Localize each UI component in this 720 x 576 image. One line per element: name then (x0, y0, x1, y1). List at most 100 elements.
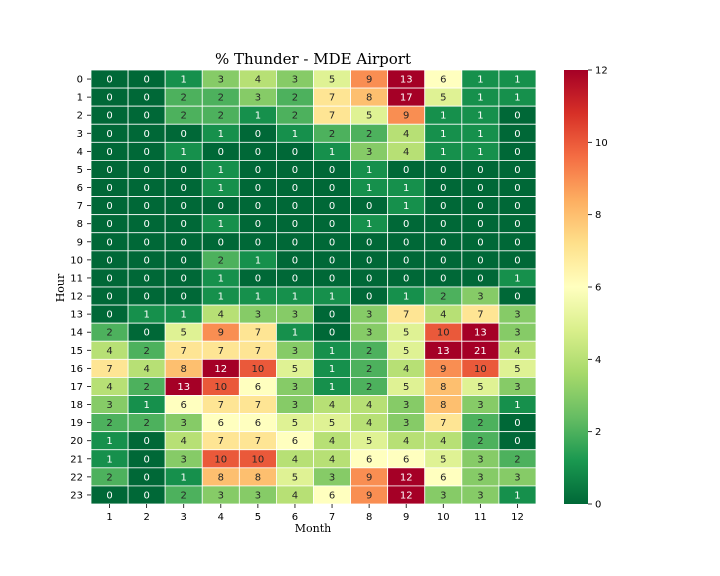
heatmap-cell-label: 0 (329, 201, 335, 212)
colorbar-ticks: 0 2 4 6 8 10 12 (588, 66, 608, 511)
heatmap-cell-label: 1 (106, 454, 112, 465)
heatmap-cell-label: 0 (255, 201, 261, 212)
heatmap-cell-label: 7 (255, 400, 261, 411)
heatmap-cell-label: 2 (366, 129, 372, 140)
y-tick-label: 11 (70, 273, 83, 284)
heatmap-cell-label: 2 (218, 93, 224, 104)
heatmap-cell-label: 1 (218, 292, 224, 303)
heatmap-cell-label: 1 (255, 111, 261, 122)
x-tick-label: 5 (255, 512, 261, 523)
x-tick-label: 2 (143, 512, 149, 523)
heatmap-cell-label: 0 (143, 147, 149, 158)
heatmap-cell-label: 12 (400, 490, 413, 501)
heatmap-cell-label: 4 (366, 400, 372, 411)
heatmap-cell-label: 7 (329, 111, 335, 122)
heatmap-cell-label: 1 (218, 273, 224, 284)
heatmap-cell-label: 6 (181, 400, 187, 411)
heatmap-cell-label: 0 (477, 237, 483, 248)
heatmap-cell-label: 0 (106, 255, 112, 266)
heatmap-cell-label: 0 (292, 147, 298, 158)
heatmap-cell-label: 0 (329, 237, 335, 248)
heatmap-cell-label: 2 (181, 111, 187, 122)
heatmap-cell-label: 0 (143, 490, 149, 501)
heatmap-cell-label: 8 (366, 93, 372, 104)
heatmap-cell-label: 0 (514, 111, 520, 122)
heatmap-cell-label: 0 (514, 183, 520, 194)
heatmap-cell-label: 6 (292, 436, 298, 447)
heatmap-cell-label: 0 (292, 219, 298, 230)
heatmap-cell-label: 3 (366, 147, 372, 158)
heatmap-cell-label: 0 (106, 490, 112, 501)
heatmap-cell-label: 0 (403, 219, 409, 230)
heatmap-cell-label: 0 (255, 273, 261, 284)
heatmap-cell-label: 0 (181, 237, 187, 248)
heatmap-cell-label: 0 (440, 273, 446, 284)
heatmap-cell-label: 1 (477, 75, 483, 86)
x-tick-label: 7 (329, 512, 335, 523)
heatmap-cell-label: 8 (255, 472, 261, 483)
heatmap-cell-label: 9 (440, 364, 446, 375)
x-tick-labels: 1 2 3 4 5 6 7 8 9 10 11 12 (106, 504, 524, 523)
heatmap-cell-label: 0 (143, 292, 149, 303)
heatmap-cell-label: 2 (143, 418, 149, 429)
heatmap-cell-label: 0 (181, 292, 187, 303)
colorbar-tick-label: 0 (595, 500, 601, 511)
heatmap-cell-label: 2 (514, 454, 520, 465)
heatmap-cell-label: 4 (403, 364, 409, 375)
heatmap-cell-label: 3 (292, 75, 298, 86)
heatmap-cell-label: 5 (366, 111, 372, 122)
heatmap-cell-label: 5 (477, 382, 483, 393)
heatmap-cell-label: 1 (440, 111, 446, 122)
heatmap-cells: 0 0 1 3 4 3 5 9 13 6 1 10 0 2 2 3 2 7 8 17 5 1 10 0 2 2 1 2 7 5 9 1 1 00 0… (90, 69, 537, 505)
heatmap-cell-label: 1 (403, 183, 409, 194)
heatmap-cell-label: 2 (292, 93, 298, 104)
heatmap-cell-label: 1 (218, 165, 224, 176)
heatmap-cell-label: 0 (403, 273, 409, 284)
x-tick-label: 6 (292, 512, 298, 523)
heatmap-cell-label: 1 (218, 219, 224, 230)
heatmap-cell-label: 0 (514, 201, 520, 212)
heatmap-cell-label: 1 (292, 129, 298, 140)
heatmap-cell-label: 1 (514, 400, 520, 411)
heatmap-cell-label: 5 (329, 75, 335, 86)
heatmap-cell-label: 1 (143, 310, 149, 321)
heatmap-cell-label: 0 (329, 219, 335, 230)
y-tick-label: 21 (70, 454, 83, 465)
heatmap-cell-label: 3 (106, 400, 112, 411)
heatmap-cell-label: 1 (255, 255, 261, 266)
heatmap-cell-label: 8 (440, 382, 446, 393)
heatmap-cell-label: 0 (106, 165, 112, 176)
heatmap-cell-label: 3 (440, 490, 446, 501)
heatmap-cell-label: 7 (255, 328, 261, 339)
heatmap-cell-label: 0 (514, 147, 520, 158)
heatmap-cell-label: 4 (329, 400, 335, 411)
x-tick-label: 9 (403, 512, 409, 523)
heatmap-cell-label: 13 (177, 382, 190, 393)
heatmap-cell-label: 1 (514, 490, 520, 501)
heatmap-cell-label: 3 (181, 418, 187, 429)
heatmap-cell-label: 4 (514, 346, 520, 357)
heatmap-cell-label: 4 (329, 436, 335, 447)
heatmap-cell-label: 0 (514, 129, 520, 140)
heatmap-cell-label: 2 (477, 436, 483, 447)
heatmap-cell-label: 0 (514, 165, 520, 176)
heatmap-cell-label: 3 (403, 418, 409, 429)
heatmap-cell-label: 7 (255, 346, 261, 357)
heatmap-cell-label: 9 (218, 328, 224, 339)
heatmap-cell-label: 1 (181, 310, 187, 321)
heatmap-cell-label: 3 (366, 328, 372, 339)
heatmap-cell-label: 3 (514, 472, 520, 483)
heatmap-cell-label: 0 (292, 165, 298, 176)
heatmap-cell-label: 4 (440, 310, 446, 321)
heatmap-cell-label: 7 (218, 400, 224, 411)
x-tick-label: 3 (181, 512, 187, 523)
heatmap-cell-label: 1 (403, 201, 409, 212)
heatmap-cell-label: 0 (477, 201, 483, 212)
heatmap-cell-label: 6 (255, 418, 261, 429)
colorbar (564, 70, 588, 504)
heatmap-cell-label: 6 (403, 454, 409, 465)
y-tick-label: 23 (70, 490, 83, 501)
heatmap-cell-label: 4 (255, 75, 261, 86)
